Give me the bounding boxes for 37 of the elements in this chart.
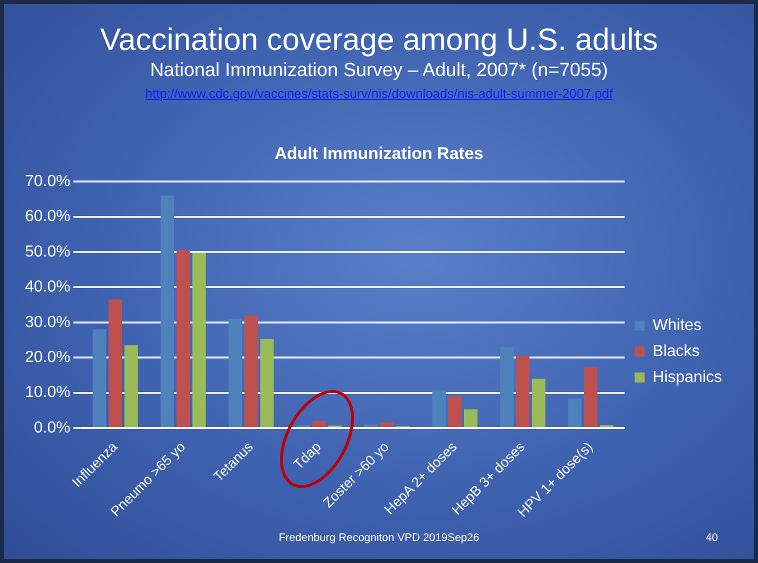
- bar: [432, 390, 446, 427]
- bar: [464, 409, 478, 427]
- y-tick-label: 30.0%: [24, 314, 70, 331]
- y-tick-label: 50.0%: [24, 243, 70, 260]
- y-tick-label: 60.0%: [24, 208, 70, 226]
- legend-label: Hispanics: [652, 368, 722, 386]
- bar: [380, 422, 394, 427]
- bar: [516, 356, 530, 427]
- bar: [244, 315, 258, 427]
- y-tick-label: 10.0%: [24, 384, 70, 402]
- y-tick-label: 40.0%: [24, 278, 70, 296]
- chart-subtitle: National Immunization Survey – Adult, 2007* (n=7055): [149, 60, 609, 82]
- legend-label: Whites: [652, 316, 702, 334]
- text: Adult Immunization Rates: [274, 144, 484, 164]
- text: Fredenburg Recogniton VPD 2019Sep26: [278, 532, 480, 544]
- bar: [364, 424, 378, 427]
- text: 40: [706, 532, 718, 544]
- bar: [532, 378, 546, 427]
- bar: [176, 250, 190, 427]
- bar: [584, 367, 598, 427]
- bar: [192, 253, 206, 427]
- bar: [568, 398, 582, 427]
- bar: [108, 300, 122, 427]
- bar: [500, 347, 514, 427]
- y-tick-label: 0.0%: [34, 419, 70, 436]
- bar: [160, 196, 174, 427]
- legend-label: Blacks: [652, 342, 700, 360]
- y-tick-label: 20.0%: [24, 348, 70, 366]
- bar: [312, 420, 326, 427]
- text: http://www.cdc.gov/vaccines/stats-surv/nis/downloads/nis-adult-summer-2007.pdf: [144, 86, 614, 101]
- bar: [448, 396, 462, 427]
- chart-title: Vaccination coverage among U.S. adults: [99, 22, 659, 58]
- y-tick-label: 70.0%: [24, 173, 70, 190]
- bar: [124, 345, 138, 427]
- bar: [92, 329, 106, 427]
- bar: [228, 318, 242, 427]
- bar: [260, 338, 274, 427]
